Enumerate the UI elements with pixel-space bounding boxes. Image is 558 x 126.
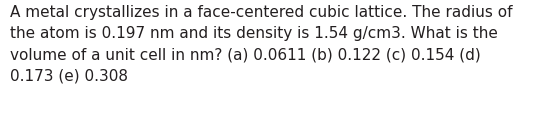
Text: A metal crystallizes in a face-centered cubic lattice. The radius of
the atom is: A metal crystallizes in a face-centered … [10,5,513,83]
